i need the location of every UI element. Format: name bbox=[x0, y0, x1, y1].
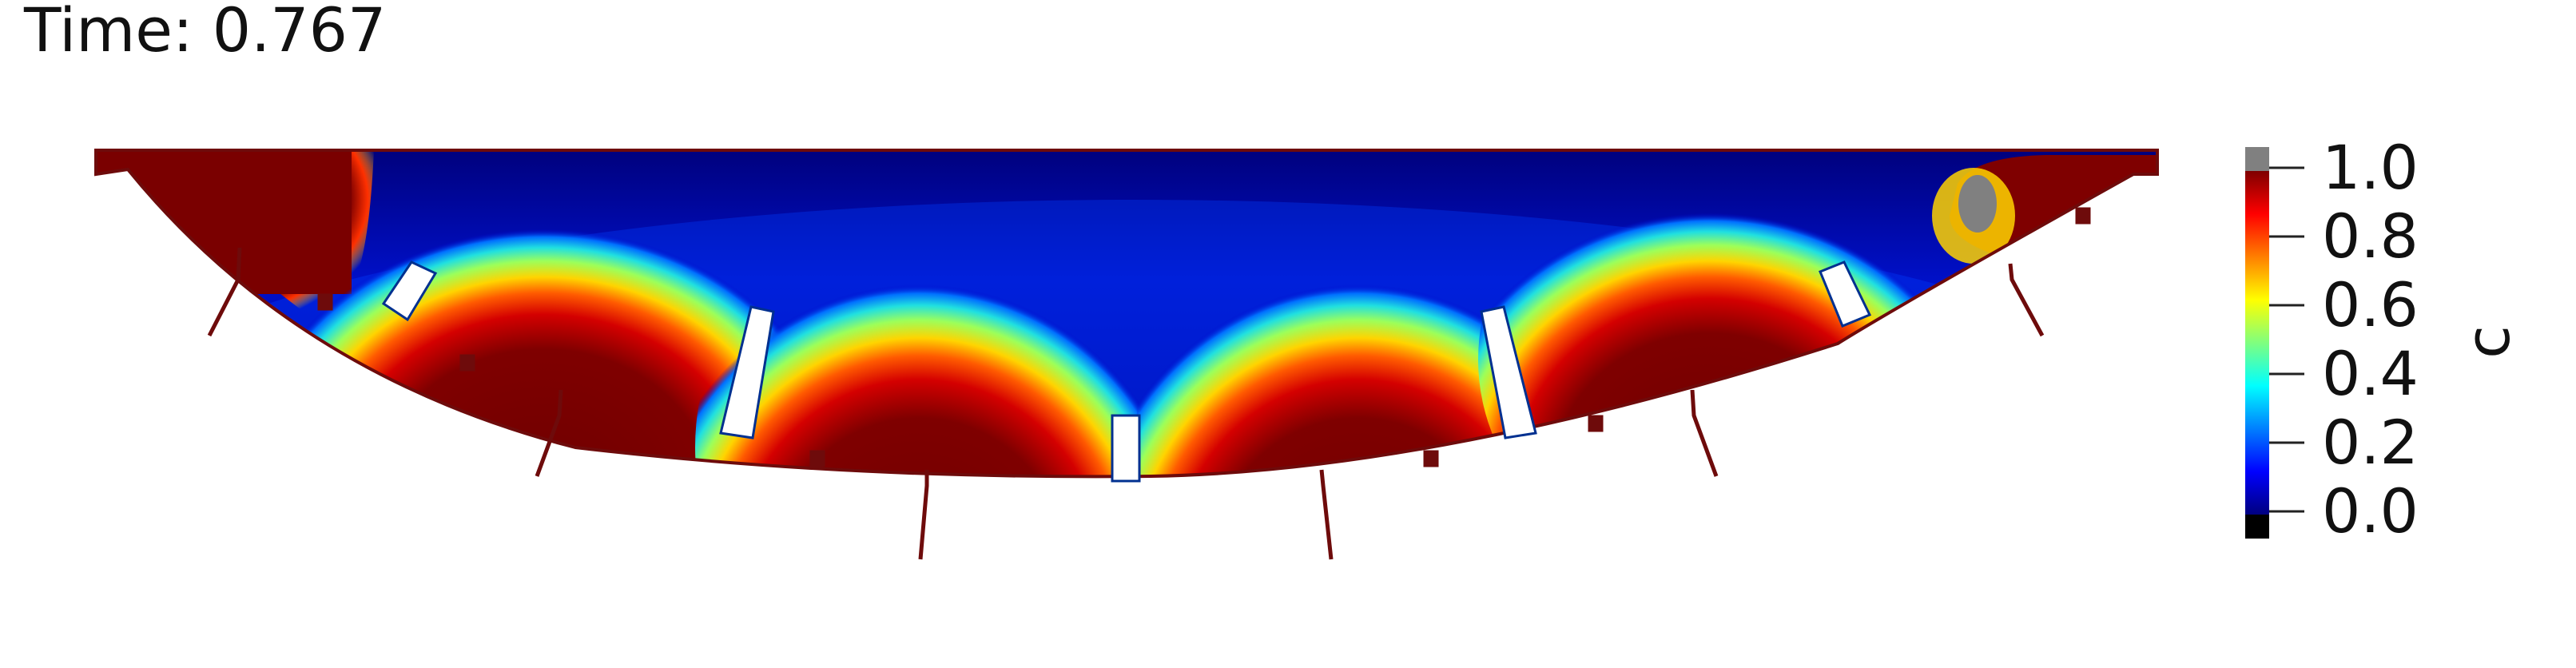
baffle-5 bbox=[1819, 260, 1872, 328]
strut-2 bbox=[535, 389, 563, 477]
colorbar-gradient bbox=[2245, 171, 2269, 515]
colorbar-ticks: 1.00.80.60.40.20.0 bbox=[2269, 132, 2419, 547]
colorbar-tick-label: 0.8 bbox=[2322, 201, 2419, 272]
colorbar-tick-label: 0.0 bbox=[2322, 475, 2419, 547]
tab-4 bbox=[1423, 450, 1439, 467]
colorbar-tick-label: 0.4 bbox=[2322, 338, 2419, 409]
colorbar-tick-label: 0.2 bbox=[2322, 407, 2419, 478]
colorbar-above-range bbox=[2245, 147, 2269, 171]
struts bbox=[207, 207, 2091, 560]
plume-5 bbox=[1478, 150, 1942, 477]
strut-3 bbox=[918, 470, 929, 560]
tab-3 bbox=[809, 450, 825, 467]
plume-right-curl bbox=[1958, 175, 1997, 233]
concentration-field bbox=[96, 150, 2157, 477]
strut-4 bbox=[1319, 469, 1334, 560]
colorbar-tick-label: 1.0 bbox=[2322, 132, 2419, 203]
plume-left-core bbox=[96, 150, 352, 294]
tab-1 bbox=[317, 293, 333, 311]
colorbar-below-range bbox=[2245, 515, 2269, 539]
domain-outline bbox=[94, 149, 2159, 479]
baffles bbox=[381, 260, 1872, 483]
colorbar-tick-label: 0.6 bbox=[2322, 269, 2419, 340]
strut-6 bbox=[2008, 263, 2045, 337]
baffle-4 bbox=[1480, 305, 1537, 439]
tab-5 bbox=[1588, 415, 1604, 432]
strut-1 bbox=[207, 247, 242, 337]
strut-5 bbox=[1690, 389, 1719, 477]
baffle-3 bbox=[1111, 414, 1141, 483]
baffle-1 bbox=[381, 260, 438, 322]
colorbar: 1.00.80.60.40.20.0 c bbox=[2245, 132, 2523, 547]
baffle-2 bbox=[719, 305, 775, 439]
plume-3 bbox=[695, 208, 1143, 477]
tab-2 bbox=[459, 354, 475, 372]
plume-4 bbox=[1135, 208, 1582, 477]
colorbar-title: c bbox=[2452, 325, 2523, 359]
time-label: Time: 0.767 bbox=[23, 0, 386, 66]
tab-6 bbox=[2075, 207, 2091, 225]
